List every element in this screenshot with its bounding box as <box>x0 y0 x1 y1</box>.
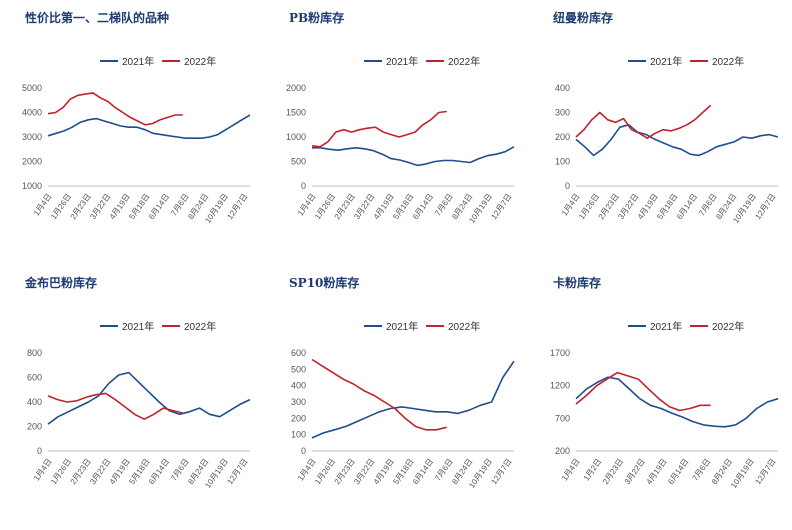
x-tick-label: 4月19日 <box>645 457 669 486</box>
legend-label-0: 2021年 <box>122 55 154 68</box>
y-tick-label: 0 <box>565 181 570 191</box>
legend-label-0: 2021年 <box>386 55 418 68</box>
x-tick-label: 12月7日 <box>753 457 777 486</box>
legend-label-0: 2021年 <box>386 320 418 333</box>
series-line-0 <box>312 146 515 167</box>
y-tick-label: 1000 <box>22 181 42 191</box>
y-tick-label: 2000 <box>22 157 42 167</box>
series-line-1 <box>575 371 711 412</box>
chart-panel-2: 纽曼粉库存 2021年 2022年 400 300 200 100 0 1月4日 1月26日 2月… <box>528 0 792 265</box>
line-chart: 2021年 2022年500040003000200010001月4日1月26日2… <box>22 55 251 225</box>
chart-panel-1: PB粉库存 2021年 2022年 2000 1500 1000 500 0 1月4日 1月26… <box>264 0 528 265</box>
line-chart: 2021年 2022年80060040020001月4日1月26日2月23日3月2… <box>27 320 251 490</box>
legend-label-1: 2022年 <box>184 55 216 68</box>
chart-panel-3: 金布巴粉库存 2021年 2022年 800 600 400 200 0 1月4日 1月26日 2… <box>0 265 264 530</box>
y-tick-label: 100 <box>555 157 570 167</box>
x-tick-label: 6月14日 <box>675 192 699 221</box>
x-tick-label: 2月23日 <box>601 457 625 486</box>
series-line-1 <box>575 104 712 139</box>
series-line-0 <box>575 376 779 428</box>
y-tick-label: 700 <box>555 413 570 423</box>
y-tick-label: 500 <box>291 157 306 167</box>
y-tick-label: 800 <box>27 348 42 358</box>
y-tick-label: 1500 <box>286 108 306 118</box>
x-tick-label: 12月7日 <box>489 192 513 221</box>
y-tick-label: 0 <box>301 181 306 191</box>
y-tick-label: 300 <box>291 397 306 407</box>
y-tick-label: 600 <box>291 348 306 358</box>
y-tick-label: 400 <box>555 83 570 93</box>
y-tick-label: 500 <box>291 364 306 374</box>
y-tick-label: 3000 <box>22 132 42 142</box>
chart-panel-4: SP10粉库存 2021年 2022年 600 500 400 300 200 100 0 1月4… <box>264 265 528 530</box>
line-chart: 2021年 2022年60050040030020010001月4日1月26日2月… <box>291 320 515 490</box>
line-chart: 2021年 2022年20001500100050001月4日1月26日2月23日… <box>286 55 515 225</box>
y-tick-label: 200 <box>555 446 570 456</box>
x-tick-label: 12月7日 <box>225 457 249 486</box>
chart-panel-5: 卡粉库存 2021年 2022年 1700 1200 700 200 1月4日 1月2日 2月2… <box>528 265 792 530</box>
y-tick-label: 200 <box>555 132 570 142</box>
line-chart: 2021年 2022年40030020010001月4日1月26日2月23日3月2… <box>555 55 779 225</box>
legend-label-1: 2022年 <box>184 320 216 333</box>
x-tick-label: 6月14日 <box>147 457 171 486</box>
chart-title: 性价比第一、二梯队的品种 <box>25 11 170 25</box>
series-line-1 <box>311 358 447 431</box>
y-tick-label: 1000 <box>286 132 306 142</box>
legend-label-1: 2022年 <box>712 55 744 68</box>
series-line-0 <box>47 371 251 425</box>
x-tick-label: 6月14日 <box>147 192 171 221</box>
y-tick-label: 200 <box>291 413 306 423</box>
x-tick-label: 7月6日 <box>691 457 713 483</box>
y-tick-label: 200 <box>27 422 42 432</box>
chart-title: PB粉库存 <box>289 11 345 25</box>
y-tick-label: 1700 <box>550 348 570 358</box>
y-tick-label: 1200 <box>550 381 570 391</box>
series-line-0 <box>311 360 515 439</box>
series-line-1 <box>47 392 183 420</box>
y-tick-label: 4000 <box>22 108 42 118</box>
y-tick-label: 5000 <box>22 83 42 93</box>
legend-label-1: 2022年 <box>448 320 480 333</box>
x-tick-label: 6月14日 <box>411 457 435 486</box>
legend-label-1: 2022年 <box>712 320 744 333</box>
y-tick-label: 0 <box>301 446 306 456</box>
x-tick-label: 3月22日 <box>623 457 647 486</box>
chart-title: SP10粉库存 <box>289 276 360 290</box>
y-tick-label: 400 <box>291 381 306 391</box>
series-line-0 <box>47 114 251 139</box>
y-tick-label: 600 <box>27 373 42 383</box>
x-tick-label: 6月14日 <box>411 192 435 221</box>
y-tick-label: 300 <box>555 108 570 118</box>
chart-title: 卡粉库存 <box>553 276 602 290</box>
x-tick-label: 1月2日 <box>582 457 604 483</box>
legend-label-0: 2021年 <box>650 320 682 333</box>
y-tick-label: 400 <box>27 397 42 407</box>
chart-title: 纽曼粉库存 <box>553 11 614 25</box>
series-line-1 <box>47 92 183 126</box>
series-line-0 <box>575 124 779 157</box>
y-tick-label: 100 <box>291 430 306 440</box>
y-tick-label: 0 <box>37 446 42 456</box>
series-line-1 <box>311 110 447 148</box>
x-tick-label: 12月7日 <box>225 192 249 221</box>
x-tick-label: 12月7日 <box>489 457 513 486</box>
x-tick-label: 12月7日 <box>753 192 777 221</box>
chart-title: 金布巴粉库存 <box>25 276 98 290</box>
x-tick-label: 1月4日 <box>560 457 582 483</box>
y-tick-label: 2000 <box>286 83 306 93</box>
x-tick-label: 6月14日 <box>666 457 690 486</box>
legend-label-1: 2022年 <box>448 55 480 68</box>
legend-label-0: 2021年 <box>122 320 154 333</box>
legend-label-0: 2021年 <box>650 55 682 68</box>
chart-panel-0: 性价比第一、二梯队的品种 2021年 2022年 5000 4000 3000 2000 1… <box>0 0 264 265</box>
